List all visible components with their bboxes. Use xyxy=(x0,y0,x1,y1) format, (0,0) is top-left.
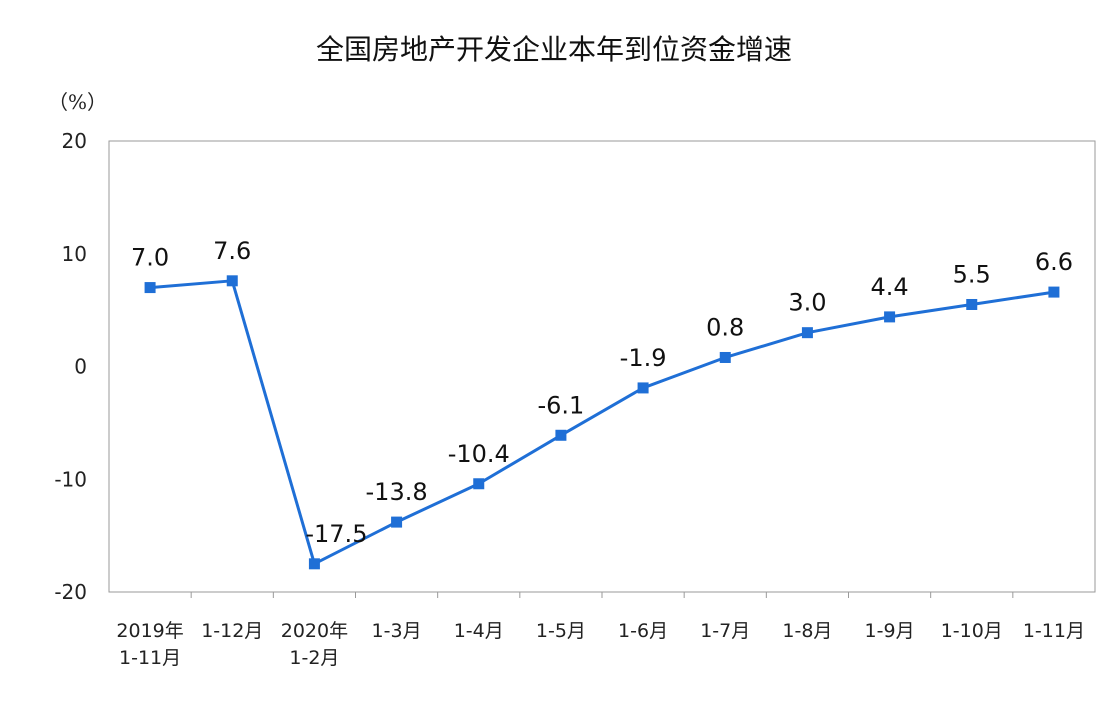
data-point-marker xyxy=(637,382,649,394)
data-label: 7.0 xyxy=(131,244,169,272)
data-point-marker xyxy=(884,311,896,323)
y-tick-label: -10 xyxy=(54,467,87,491)
data-point-marker xyxy=(308,558,320,570)
y-tick-label: 20 xyxy=(62,129,87,153)
data-label: -10.4 xyxy=(448,440,510,468)
data-label: 3.0 xyxy=(788,289,826,317)
x-tick-label: 1-11月 xyxy=(119,647,181,669)
data-label: 6.6 xyxy=(1035,248,1073,276)
data-point-marker xyxy=(801,327,813,339)
y-axis-unit: （%） xyxy=(48,90,108,114)
x-tick-label: 2020年 xyxy=(281,620,348,642)
data-point-marker xyxy=(144,282,156,294)
data-label: -1.9 xyxy=(620,344,667,372)
data-point-marker xyxy=(1048,286,1060,298)
data-label: 0.8 xyxy=(706,313,744,341)
x-tick-label: 1-7月 xyxy=(700,620,750,642)
data-point-marker xyxy=(719,351,731,363)
x-tick-label: 1-10月 xyxy=(941,620,1003,642)
data-point-marker xyxy=(473,478,485,490)
data-point-marker xyxy=(966,298,978,310)
x-tick-label: 1-8月 xyxy=(782,620,832,642)
series-line xyxy=(149,279,1055,566)
data-point-marker xyxy=(226,275,238,287)
y-tick-label: -20 xyxy=(54,580,87,604)
data-label: 5.5 xyxy=(953,260,991,288)
x-tick-label: 1-12月 xyxy=(201,620,263,642)
data-point-marker xyxy=(391,516,403,528)
data-label: -6.1 xyxy=(538,391,585,419)
data-label: 7.6 xyxy=(213,237,251,265)
data-label: -17.5 xyxy=(305,520,367,548)
y-tick-label: 10 xyxy=(62,242,87,266)
x-tick-label: 1-6月 xyxy=(618,620,668,642)
data-point-marker xyxy=(555,429,567,441)
x-tick-label: 1-4月 xyxy=(454,620,504,642)
data-label: 4.4 xyxy=(870,273,908,301)
x-tick-label: 1-9月 xyxy=(865,620,915,642)
data-label: -13.8 xyxy=(366,478,428,506)
x-tick-label: 1-11月 xyxy=(1023,620,1085,642)
y-tick-label: 0 xyxy=(74,355,87,379)
chart-title: 全国房地产开发企业本年到位资金增速 xyxy=(315,33,792,66)
x-tick-label: 2019年 xyxy=(116,620,183,642)
x-tick-label: 1-2月 xyxy=(289,647,339,669)
x-tick-label: 1-5月 xyxy=(536,620,586,642)
x-tick-label: 1-3月 xyxy=(372,620,422,642)
